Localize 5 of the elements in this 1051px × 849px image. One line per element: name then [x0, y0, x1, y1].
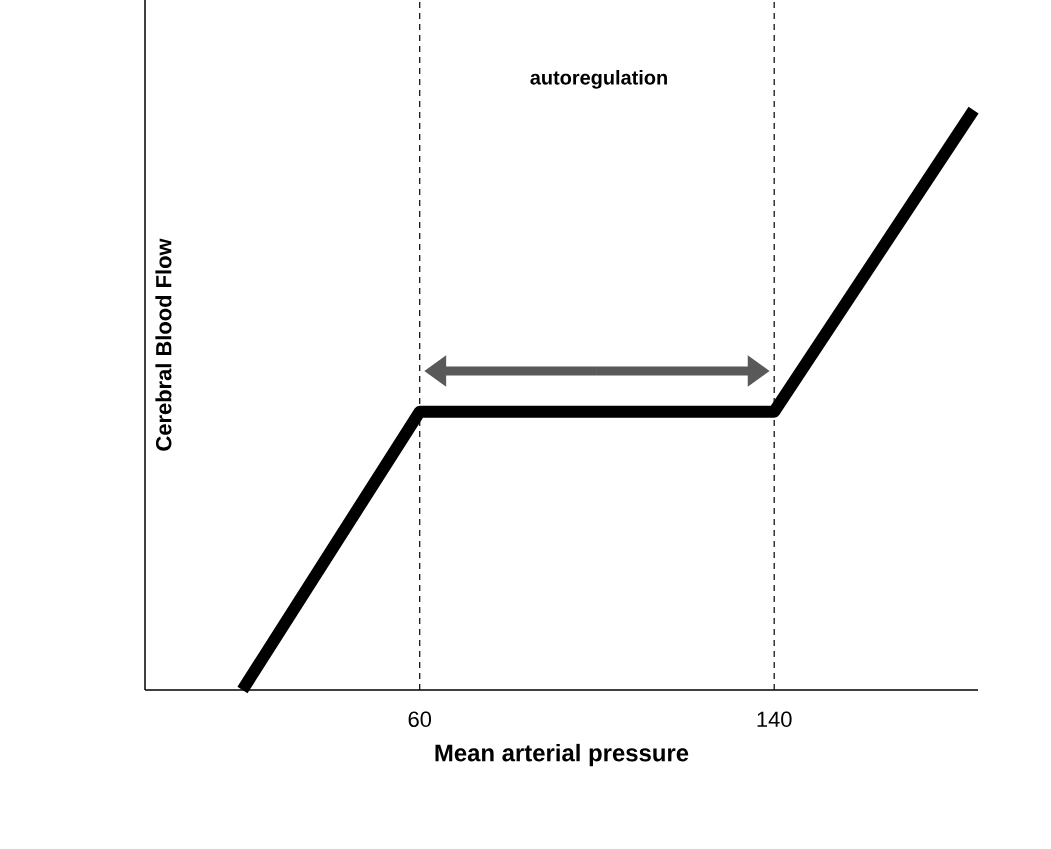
- x-tick-label: 60: [408, 711, 432, 728]
- x-axis-title: Mean arterial pressure: [435, 743, 689, 767]
- y-axis-title: Cerebral Blood Flow: [155, 238, 172, 451]
- x-tick-label: 140: [757, 711, 792, 728]
- text: autoregulation: [530, 70, 667, 89]
